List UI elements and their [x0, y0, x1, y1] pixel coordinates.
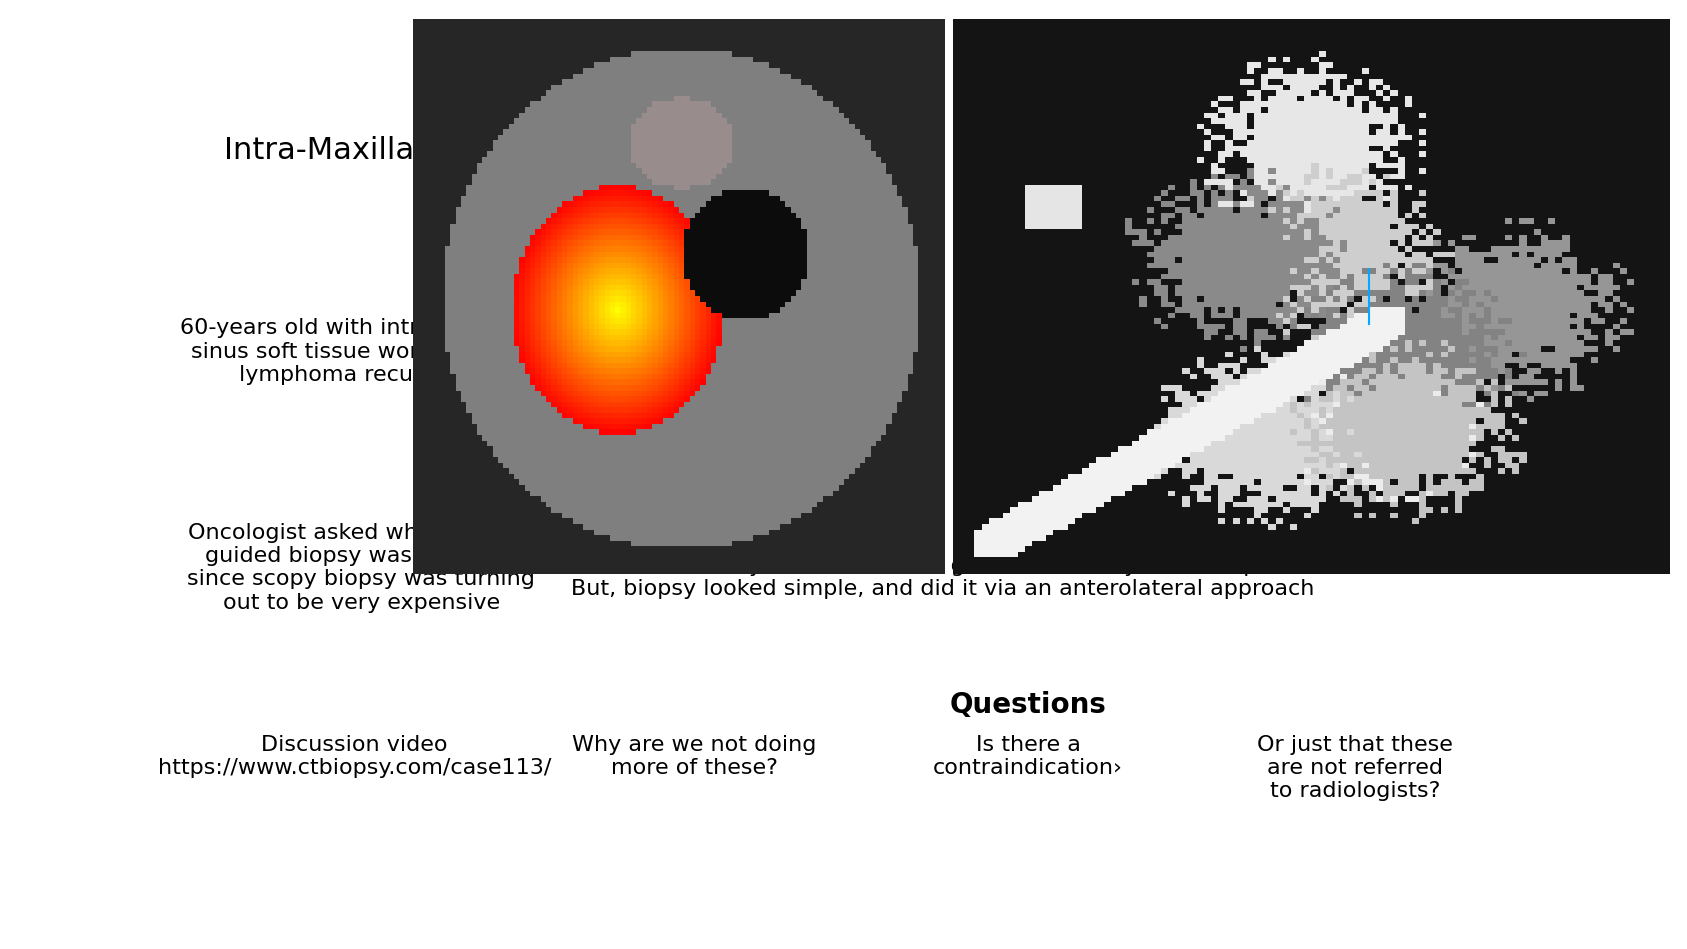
Text: Oncologist asked whether a CT
guided biopsy was possible,
since scopy biopsy was: Oncologist asked whether a CT guided bio… — [187, 523, 535, 613]
Text: Questions: Questions — [950, 691, 1107, 719]
Text: Or just that these
are not referred
to radiologists?: Or just that these are not referred to r… — [1257, 735, 1453, 801]
Text: Couldn’t find any literature on CT guided maxillary sinus biopsies.
But, biopsy : Couldn’t find any literature on CT guide… — [572, 556, 1314, 599]
Text: Is there a
contraindication›: Is there a contraindication› — [933, 735, 1124, 778]
Text: 60-years old with intra-maxillary
sinus soft tissue worrisome for
lymphoma recur: 60-years old with intra-maxillary sinus … — [179, 319, 543, 385]
Text: Discussion video
https://www.ctbiopsy.com/case113/: Discussion video https://www.ctbiopsy.co… — [159, 735, 552, 778]
Text: Intra-Maxillary Sinus Biopsy: Intra-Maxillary Sinus Biopsy — [224, 136, 648, 165]
Text: Why are we not doing
more of these?: Why are we not doing more of these? — [572, 735, 817, 778]
